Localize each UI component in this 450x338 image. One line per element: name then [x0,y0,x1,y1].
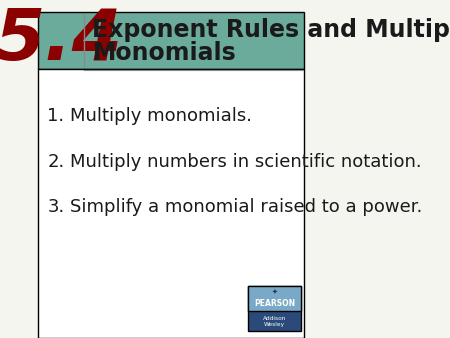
FancyBboxPatch shape [248,286,301,332]
Text: Multiply numbers in scientific notation.: Multiply numbers in scientific notation. [70,153,421,171]
Text: 3.: 3. [47,198,64,217]
Text: 2.: 2. [47,153,64,171]
Text: Simplify a monomial raised to a power.: Simplify a monomial raised to a power. [70,198,422,217]
FancyBboxPatch shape [38,12,304,69]
Text: 5.4: 5.4 [0,6,122,75]
Text: ✦: ✦ [272,289,278,295]
Text: Addison
Wesley: Addison Wesley [263,316,286,327]
FancyBboxPatch shape [248,286,301,311]
Text: Monomials: Monomials [92,41,236,65]
Text: Exponent Rules and Multiplying: Exponent Rules and Multiplying [92,18,450,42]
Text: PEARSON: PEARSON [254,299,295,308]
Text: 1.: 1. [47,107,64,125]
Text: Multiply monomials.: Multiply monomials. [70,107,252,125]
FancyBboxPatch shape [38,69,304,338]
